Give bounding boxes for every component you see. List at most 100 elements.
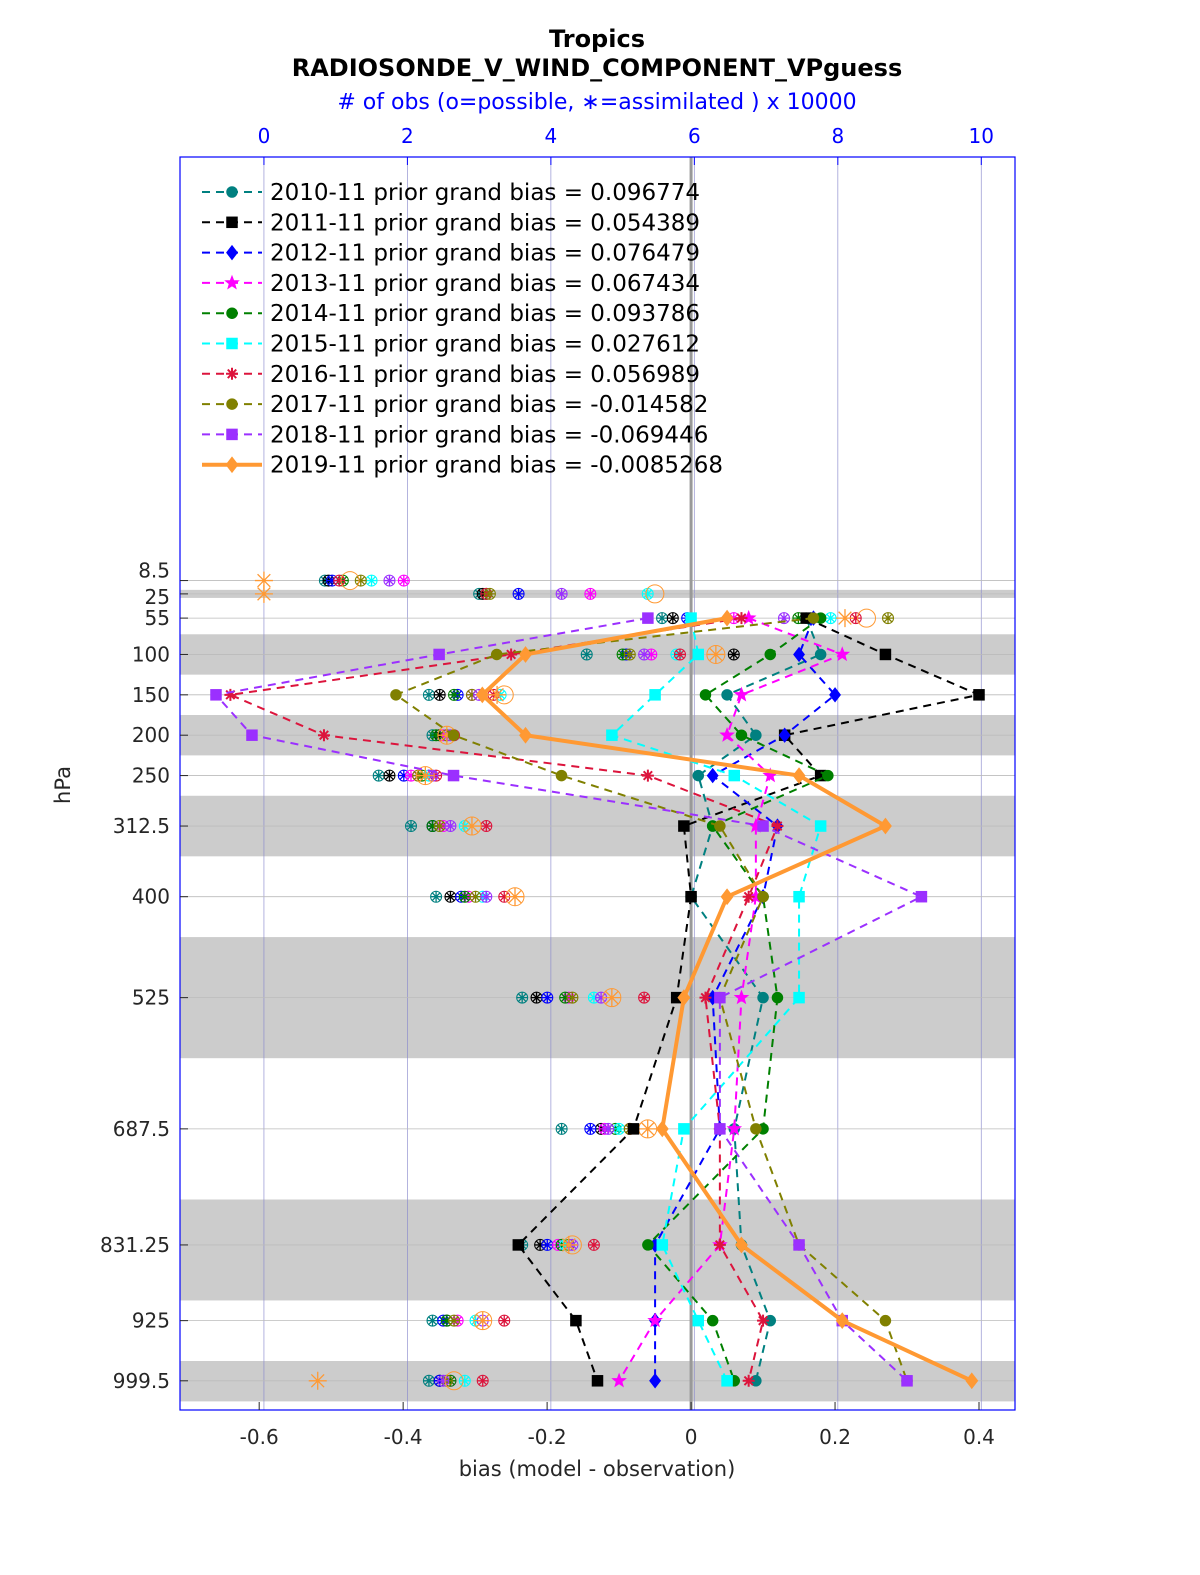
obs-tick-label: 6: [688, 124, 701, 148]
legend-label: 2019-11 prior grand bias = -0.0085268: [270, 453, 723, 479]
obs-assimilated-marker: [373, 770, 385, 782]
bias-point: [641, 769, 654, 782]
bias-point: [677, 989, 691, 1007]
obs-assimilated-marker: [638, 992, 650, 1004]
obs-assimilated-marker: [584, 588, 596, 600]
bias-point: [490, 648, 503, 661]
obs-assimilated-marker: [430, 729, 442, 741]
bias-point: [555, 769, 568, 782]
bias-point: [735, 1236, 748, 1254]
series-lines: [210, 609, 985, 1390]
obs-assimilated-marker: [825, 612, 837, 624]
bias-point: [678, 820, 690, 832]
bias-point: [793, 991, 805, 1004]
obs-possible-marker: [645, 584, 665, 604]
legend-entry: 2010-11 prior grand bias = 0.096774: [202, 180, 700, 206]
obs-assimilated-marker: [566, 992, 578, 1004]
bias-point: [519, 646, 532, 663]
legend-label: 2016-11 prior grand bias = 0.056989: [270, 362, 700, 388]
bias-point: [829, 687, 841, 703]
obs-assimilated-marker: [516, 992, 528, 1004]
bias-point: [390, 689, 402, 701]
bias-point: [685, 612, 697, 624]
legend-label: 2012-11 prior grand bias = 0.076479: [270, 241, 700, 267]
bias-point: [973, 689, 985, 701]
legend-entry: 2011-11 prior grand bias = 0.054389: [202, 210, 700, 236]
obs-tick-label: 0: [258, 124, 271, 148]
obs-assimilated-marker: [308, 1371, 327, 1390]
bias-point: [642, 612, 654, 624]
obs-assimilated-marker: [559, 992, 571, 1004]
bias-point: [447, 729, 460, 741]
obs-tick-label: 2: [401, 124, 414, 148]
bias-tick-label: 0.4: [963, 1425, 995, 1449]
bias-point: [642, 1239, 654, 1251]
legend-marker: [226, 186, 238, 198]
chart-title: Tropics: [549, 25, 645, 53]
obs-assimilated-marker: [513, 588, 525, 600]
bias-point: [771, 820, 784, 833]
obs-assimilated-marker: [498, 1315, 510, 1327]
obs-count-gridlines: [263, 157, 982, 1410]
obs-assimilated-marker: [434, 820, 446, 832]
obs-assimilated-marker: [470, 891, 482, 903]
obs-assimilated-marker: [459, 891, 471, 903]
level-tick-label: 150: [132, 683, 170, 707]
series-line: [618, 617, 845, 1382]
legend-marker: [226, 244, 238, 261]
obs-assimilated-marker: [355, 575, 367, 587]
bias-point: [611, 1372, 627, 1388]
obs-assimilated-marker: [488, 685, 507, 704]
bias-point: [655, 1120, 669, 1138]
obs-assimilated-marker: [613, 1123, 625, 1135]
bias-point: [591, 1375, 604, 1387]
obs-assimilated-marker: [584, 1123, 596, 1135]
obs-assimilated-marker: [441, 1315, 453, 1327]
bias-point: [822, 769, 834, 782]
bias-point: [714, 1123, 726, 1135]
obs-assimilated-marker: [459, 1375, 471, 1387]
obs-assimilated-marker: [477, 1375, 489, 1387]
obs-assimilated-marker: [326, 575, 338, 587]
bias-point: [649, 689, 661, 701]
series-line: [479, 616, 973, 1383]
series-line: [654, 617, 837, 1381]
obs-assimilated-marker: [366, 575, 378, 587]
obs-assimilated-marker: [405, 770, 417, 782]
legend-entry: 2016-11 prior grand bias = 0.056989: [202, 362, 700, 388]
level-tick-label: 525: [132, 986, 170, 1010]
bias-point: [210, 689, 222, 701]
bias-point: [728, 769, 741, 782]
obs-assimilated-marker: [448, 689, 460, 701]
obs-assimilated-marker: [444, 820, 456, 832]
y-axis-label: hPa: [51, 766, 75, 804]
bias-point: [692, 648, 705, 661]
series-line: [689, 617, 822, 1382]
obs-assimilated-marker: [617, 648, 629, 660]
obs-assimilated-marker: [254, 571, 273, 590]
series-group: [224, 612, 784, 1387]
bias-point: [699, 991, 712, 1004]
bias-point: [721, 1375, 733, 1387]
bias-point: [720, 888, 734, 906]
series-line: [214, 617, 924, 1382]
bias-point: [224, 688, 237, 701]
bias-point: [901, 1375, 913, 1387]
obs-assimilated-marker: [398, 575, 410, 587]
obs-assimilated-marker: [642, 588, 654, 600]
level-tick-label: 999.5: [113, 1369, 170, 1393]
obs-assimilated-marker: [638, 1119, 657, 1138]
bias-point: [965, 1372, 979, 1390]
legend-label: 2013-11 prior grand bias = 0.067434: [270, 271, 700, 297]
legend-marker: [226, 216, 238, 229]
bias-point: [317, 729, 330, 742]
legend-entry: 2013-11 prior grand bias = 0.067434: [202, 271, 700, 297]
obs-assimilated-marker: [792, 612, 804, 624]
legend-label: 2015-11 prior grand bias = 0.027612: [270, 332, 700, 358]
series-line: [393, 617, 908, 1382]
level-tick-label: 925: [132, 1309, 170, 1333]
level-gridlines: [180, 580, 1015, 1382]
obs-assimilated-marker: [667, 612, 679, 624]
obs-assimilated-marker: [437, 726, 456, 745]
